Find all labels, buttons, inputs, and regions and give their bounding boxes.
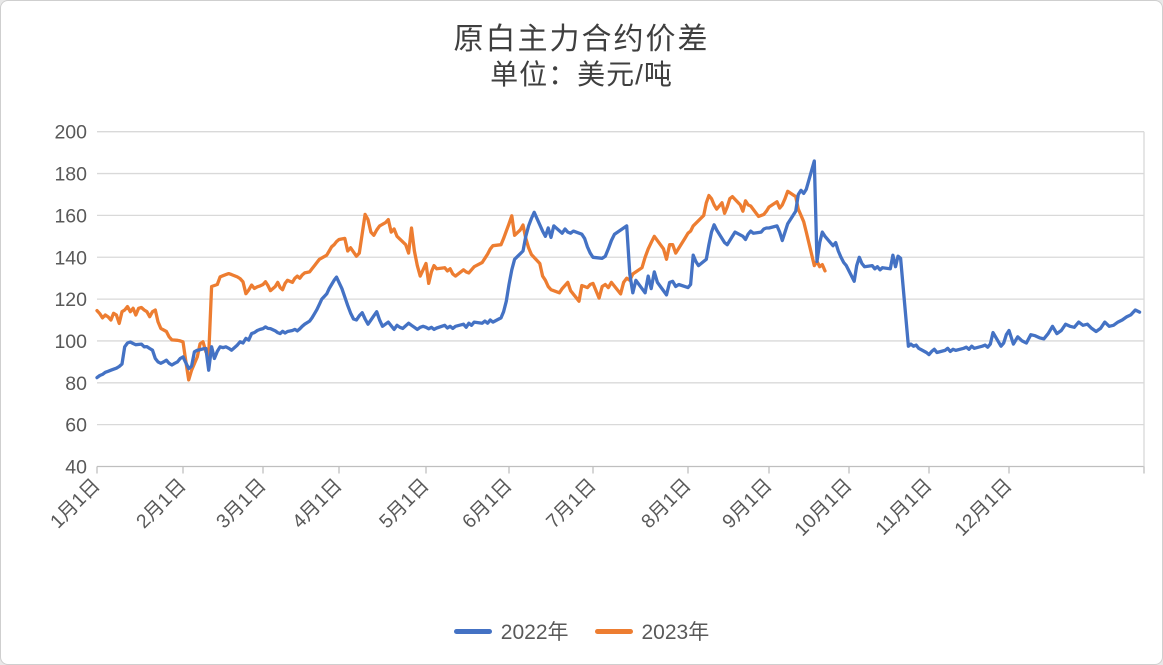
series-line-2022 (95, 159, 1142, 380)
legend: 2022年 2023年 (1, 616, 1162, 646)
x-axis-tick-label: 8月1日 (637, 474, 695, 532)
chart-subtitle: 单位：美元/吨 (490, 59, 673, 90)
x-axis-tick-label: 4月1日 (288, 474, 346, 532)
x-axis-tick-label: 7月1日 (542, 474, 600, 532)
y-axis-tick-label: 200 (54, 122, 87, 144)
x-axis-tick-label: 1月1日 (46, 474, 104, 532)
y-axis-tick-label: 120 (54, 289, 87, 311)
series-line-2023 (95, 189, 827, 382)
x-axis-tick-label: 9月1日 (718, 474, 776, 532)
legend-swatch-2022-icon (453, 628, 492, 634)
y-axis-tick-label: 60 (65, 415, 87, 437)
x-axis-tick-label: 2月1日 (132, 474, 190, 532)
x-axis-tick-label: 6月1日 (458, 474, 516, 532)
x-axis-tick-label: 11月1日 (871, 474, 936, 539)
legend-label-2022: 2022年 (500, 621, 569, 644)
legend-label-2023: 2023年 (641, 621, 710, 644)
x-axis-tick-label: 10月1日 (790, 474, 856, 540)
legend-swatch-2023-icon (594, 628, 633, 634)
y-axis-tick-label: 40 (65, 457, 87, 479)
chart-header: 原白主力合约价差 单位：美元/吨 (1, 1, 1162, 91)
legend-item-2023: 2023年 (594, 616, 710, 646)
chart-title: 原白主力合约价差 (453, 23, 710, 56)
x-axis-tick-label: 3月1日 (212, 474, 270, 532)
y-axis-tick-label: 80 (65, 373, 87, 395)
legend-item-2022: 2022年 (453, 616, 569, 646)
y-axis-tick-label: 160 (54, 205, 87, 227)
x-axis-tick-label: 5月1日 (375, 474, 433, 532)
y-axis-tick-label: 100 (54, 331, 87, 353)
x-axis-tick-label: 12月1日 (950, 474, 1016, 540)
y-axis-tick-label: 180 (54, 164, 87, 186)
y-axis-tick-label: 140 (54, 247, 87, 269)
